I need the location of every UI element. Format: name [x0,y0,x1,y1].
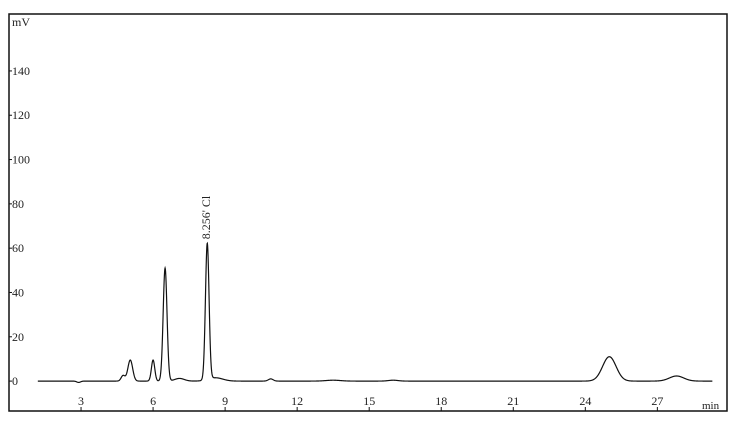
y-tick-label: 140 [12,64,30,78]
chromatogram-trace [37,241,713,384]
x-tick-label: 21 [507,394,519,408]
y-tick-label: 40 [12,285,24,299]
x-tick-label: 18 [435,394,447,408]
plot-frame [8,13,728,412]
y-tick-label: 60 [12,241,24,255]
y-axis-label: mV [12,15,30,29]
x-tick-label: 27 [651,394,663,408]
x-tick-label: 3 [78,394,84,408]
peak-label: 8.256' Cl [199,195,213,239]
x-tick-label: 6 [150,394,156,408]
y-tick-label: 0 [12,374,18,388]
x-tick-label: 12 [291,394,303,408]
y-tick-label: 120 [12,108,30,122]
y-tick-label: 20 [12,330,24,344]
y-tick-label: 100 [12,153,30,167]
x-axis-label: min [702,400,720,412]
x-tick-label: 15 [363,394,375,408]
x-tick-label: 9 [222,394,228,408]
y-tick-label: 80 [12,197,24,211]
x-tick-label: 24 [579,394,591,408]
